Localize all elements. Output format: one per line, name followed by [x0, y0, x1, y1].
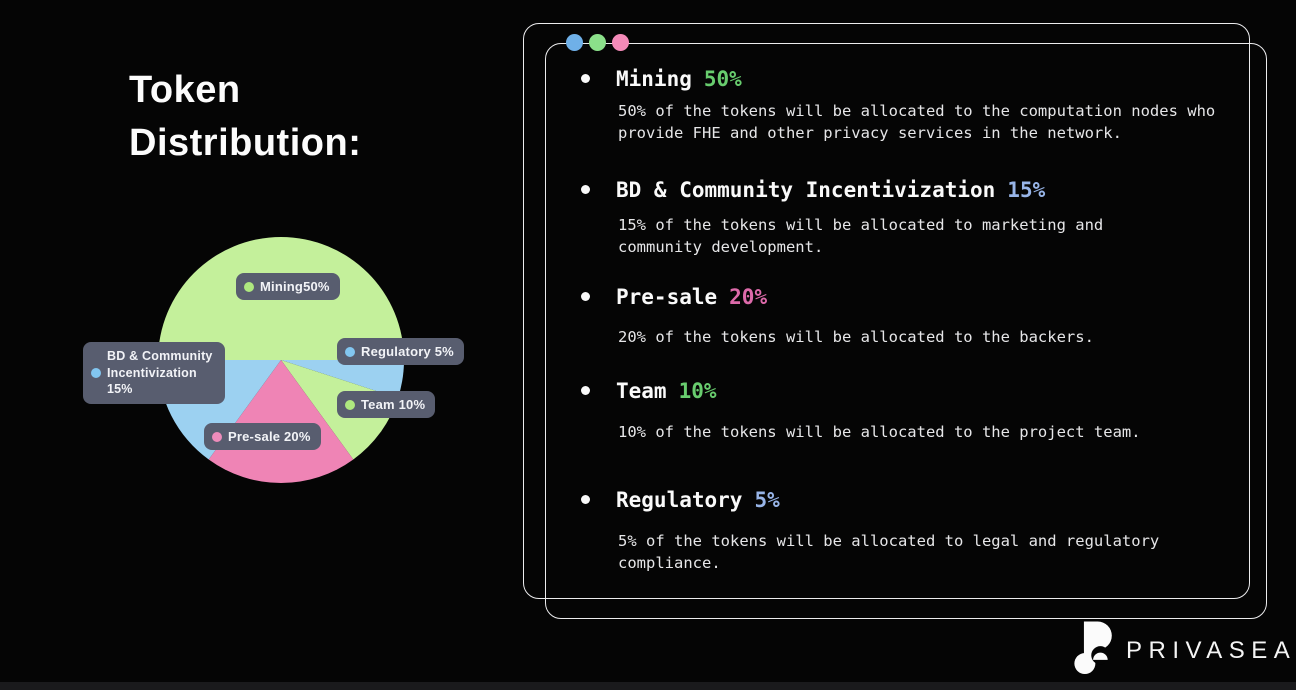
pie-label-bd-community: BD & Community Incentivization 15%: [83, 342, 225, 404]
regulatory-legend-dot-icon: [345, 346, 355, 357]
bullet-icon: [581, 495, 590, 504]
token-name: Pre-sale: [616, 285, 718, 309]
token-desc: 50% of the tokens will be allocated to t…: [618, 102, 1216, 142]
token-item-regulatory: Regulatory 5% 5% of the tokens will be a…: [581, 487, 1256, 574]
window-dot-blue-icon: [566, 34, 583, 51]
panel-outer-frame: [523, 23, 1250, 599]
token-name: BD & Community Incentivization: [616, 178, 996, 202]
privasea-logo-text: PRIVASEA: [1126, 636, 1296, 664]
window-dot-green-icon: [589, 34, 606, 51]
token-pct: 50%: [703, 67, 742, 91]
token-item-presale: Pre-sale 20% 20% of the tokens will be a…: [581, 284, 1256, 349]
pie-label-mining: Mining50%: [236, 273, 340, 300]
page-title: Token Distribution:: [129, 69, 362, 164]
team-legend-dot-icon: [345, 399, 355, 410]
token-desc: 15% of the tokens will be allocated to m…: [618, 216, 1104, 256]
token-name: Mining: [616, 67, 692, 91]
bottom-strip: [0, 682, 1296, 690]
token-desc: 20% of the tokens will be allocated to t…: [618, 328, 1094, 346]
pie-label-text: Regulatory 5%: [361, 344, 454, 359]
token-item-bd-community: BD & Community Incentivization 15% 15% o…: [581, 177, 1256, 258]
pie-label-text: Team 10%: [361, 397, 426, 412]
pie-slice-pre-sale: [208, 360, 354, 483]
token-pct: 5%: [754, 488, 780, 512]
pie-label-text: BD & Community Incentivization 15%: [107, 349, 213, 396]
mining-legend-dot-icon: [244, 281, 254, 292]
token-item-team: Team 10% 10% of the tokens will be alloc…: [581, 378, 1256, 444]
token-name: Team: [616, 379, 667, 403]
privasea-logo-icon: [1074, 621, 1112, 675]
bullet-icon: [581, 292, 590, 301]
pie-label-text: Mining50%: [260, 279, 330, 294]
token-pct: 20%: [729, 285, 768, 309]
pie-label-regulatory: Regulatory 5%: [337, 338, 464, 365]
bd-community-legend-dot-icon: [91, 367, 101, 378]
bullet-icon: [581, 74, 590, 83]
token-pct: 10%: [678, 379, 717, 403]
pie-label-presale: Pre-sale 20%: [204, 423, 321, 450]
token-pct: 15%: [1007, 178, 1046, 202]
token-desc: 5% of the tokens will be allocated to le…: [618, 532, 1160, 572]
token-item-mining: Mining 50% 50% of the tokens will be all…: [581, 66, 1256, 144]
token-desc: 10% of the tokens will be allocated to t…: [618, 423, 1141, 441]
panel-inner-frame: [545, 43, 1267, 619]
pie-label-team: Team 10%: [337, 391, 436, 418]
pie-label-text: Pre-sale 20%: [228, 429, 311, 444]
bullet-icon: [581, 386, 590, 395]
bullet-icon: [581, 185, 590, 194]
window-dot-pink-icon: [612, 34, 629, 51]
token-name: Regulatory: [616, 488, 743, 512]
presale-legend-dot-icon: [212, 431, 222, 442]
privasea-logo: PRIVASEA: [1073, 621, 1296, 675]
